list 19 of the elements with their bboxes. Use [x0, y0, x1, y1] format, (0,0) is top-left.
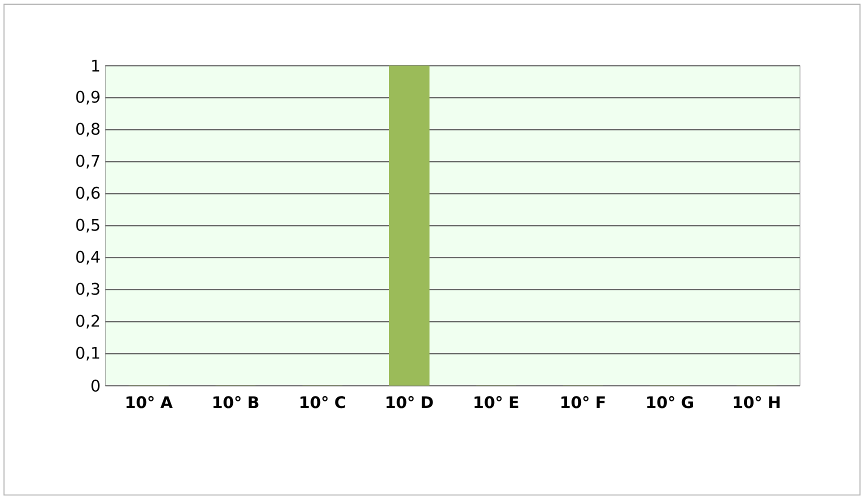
y-tick-label: 0,8	[76, 122, 100, 137]
y-tick-label: 0	[91, 380, 100, 392]
x-tick-label: 10° C	[300, 396, 346, 408]
x-tick-label: 10° D	[386, 396, 433, 408]
x-tick-label: 10° A	[126, 396, 173, 408]
y-tick-label: 0,6	[76, 186, 100, 201]
x-tick-label: 10° H	[734, 396, 780, 408]
y-tick-label: 0,5	[76, 218, 100, 233]
x-tick-label: 10° E	[474, 396, 518, 408]
y-tick-label: 0,7	[76, 154, 100, 169]
x-tick-label: 10° F	[561, 396, 605, 408]
x-tick-label: 10° G	[647, 396, 693, 408]
x-tick-label: 10° B	[213, 396, 258, 408]
y-tick-label: 0,2	[76, 314, 100, 329]
y-tick-label: 0,1	[76, 346, 100, 361]
y-tick-label: 0,4	[76, 250, 100, 265]
y-tick-label: 1	[92, 60, 100, 72]
y-tick-label: 0,3	[76, 282, 100, 297]
y-tick-label: 0,9	[76, 90, 100, 105]
